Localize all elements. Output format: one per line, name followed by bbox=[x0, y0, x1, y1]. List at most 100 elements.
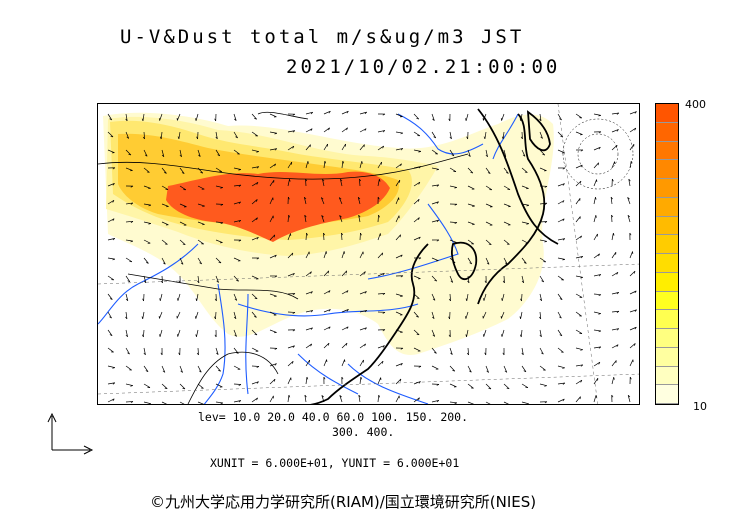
wind-arrow bbox=[521, 347, 524, 356]
wind-arrow bbox=[196, 347, 199, 356]
wind-arrow bbox=[377, 394, 381, 403]
wind-arrow bbox=[377, 145, 385, 151]
wind-arrow bbox=[214, 113, 217, 122]
wind-arrow bbox=[413, 181, 421, 187]
wind-arrow bbox=[287, 179, 291, 187]
wind-arrow bbox=[359, 343, 366, 349]
wind-arrow bbox=[251, 365, 260, 368]
wind-arrow bbox=[627, 394, 631, 403]
wind-arrow bbox=[593, 311, 601, 315]
wind-arrow bbox=[233, 347, 239, 354]
wind-arrow bbox=[177, 131, 181, 140]
wind-arrow bbox=[197, 365, 202, 373]
color-scale-step bbox=[656, 329, 678, 348]
wind-arrow bbox=[303, 196, 307, 205]
wind-arrow bbox=[485, 365, 489, 373]
color-scale-step bbox=[656, 141, 678, 161]
wind-arrow bbox=[593, 274, 602, 277]
wind-vector-field bbox=[107, 110, 637, 404]
wind-arrow bbox=[557, 167, 566, 170]
wind-arrow bbox=[233, 383, 242, 386]
wind-arrow bbox=[627, 197, 631, 205]
wind-arrow bbox=[107, 382, 116, 385]
vector-unit-scale: XUNIT = 6.000E+01, YUNIT = 6.000E+01 bbox=[210, 456, 460, 470]
wind-arrow bbox=[323, 143, 328, 151]
wind-arrow bbox=[395, 347, 404, 350]
wind-arrow bbox=[557, 311, 562, 319]
wind-arrow bbox=[629, 326, 637, 331]
wind-arrow bbox=[465, 293, 469, 302]
wind-arrow bbox=[593, 293, 602, 296]
wind-arrow bbox=[107, 311, 112, 319]
wind-arrow bbox=[449, 149, 455, 157]
wind-arrow bbox=[377, 329, 386, 332]
wind-arrow bbox=[161, 383, 168, 390]
wind-arrow bbox=[251, 257, 260, 260]
river-line bbox=[297, 353, 359, 395]
wind-arrow bbox=[233, 239, 242, 242]
wind-arrow bbox=[269, 378, 276, 385]
wind-arrow bbox=[575, 364, 584, 367]
wind-arrow bbox=[233, 184, 242, 187]
wind-arrow bbox=[539, 202, 548, 205]
wind-arrow bbox=[323, 160, 327, 169]
wind-arrow bbox=[161, 365, 166, 373]
wind-arrow bbox=[629, 127, 637, 133]
wind-arrow bbox=[611, 360, 617, 367]
wind-arrow bbox=[395, 179, 401, 187]
wind-arrow bbox=[269, 347, 278, 350]
wind-arrow bbox=[377, 377, 382, 385]
wind-arrow bbox=[395, 148, 404, 151]
wind-arrow bbox=[125, 202, 134, 205]
wind-arrow bbox=[341, 326, 349, 331]
wind-arrow bbox=[341, 376, 344, 385]
wind-arrow bbox=[485, 401, 491, 404]
wind-arrow bbox=[593, 233, 598, 241]
wind-arrow bbox=[593, 162, 599, 169]
wind-arrow bbox=[159, 131, 163, 140]
wind-arrow bbox=[629, 359, 634, 367]
wind-arrow bbox=[359, 178, 362, 187]
wind-arrow bbox=[539, 329, 542, 338]
wind-arrow bbox=[377, 196, 380, 205]
wind-arrow bbox=[287, 113, 296, 116]
wind-arrow bbox=[502, 347, 505, 356]
wind-arrow bbox=[611, 344, 619, 349]
color-scale-step bbox=[656, 235, 678, 254]
wind-arrow bbox=[465, 329, 469, 337]
wind-arrow bbox=[627, 215, 631, 223]
wind-arrow bbox=[519, 311, 523, 319]
wind-arrow bbox=[503, 383, 510, 390]
wind-arrow bbox=[125, 185, 134, 188]
wind-arrow bbox=[539, 131, 543, 139]
wind-arrow bbox=[179, 383, 186, 390]
wind-arrow bbox=[611, 292, 620, 295]
wind-arrow bbox=[107, 365, 115, 369]
wind-arrow bbox=[395, 131, 404, 135]
wind-arrow bbox=[323, 290, 331, 295]
wind-arrow bbox=[431, 113, 435, 121]
wind-arrow bbox=[503, 203, 511, 208]
wind-arrow bbox=[161, 239, 168, 245]
wind-arrow bbox=[143, 149, 148, 157]
wind-arrow bbox=[467, 167, 474, 174]
wind-arrow bbox=[359, 291, 367, 295]
wind-arrow bbox=[539, 365, 546, 371]
forecast-datetime: 2021/10/02.21:00:00 bbox=[286, 56, 561, 78]
wind-arrow bbox=[395, 311, 403, 316]
wind-arrow bbox=[519, 113, 523, 122]
wind-arrow bbox=[611, 394, 614, 403]
river-line bbox=[367, 203, 459, 280]
wind-arrow bbox=[251, 329, 258, 336]
wind-arrow bbox=[161, 257, 166, 265]
wind-arrow bbox=[287, 311, 296, 314]
wind-arrow bbox=[304, 214, 307, 223]
wind-arrow bbox=[557, 131, 564, 138]
wind-arrow bbox=[214, 329, 217, 338]
wind-arrow bbox=[413, 329, 420, 336]
map-title: U-V&Dust total m/s&ug/m3 JST bbox=[120, 26, 525, 48]
wind-arrow bbox=[611, 271, 619, 277]
coastline-china bbox=[310, 243, 429, 404]
wind-arrow bbox=[431, 149, 438, 155]
wind-arrow bbox=[143, 203, 152, 207]
